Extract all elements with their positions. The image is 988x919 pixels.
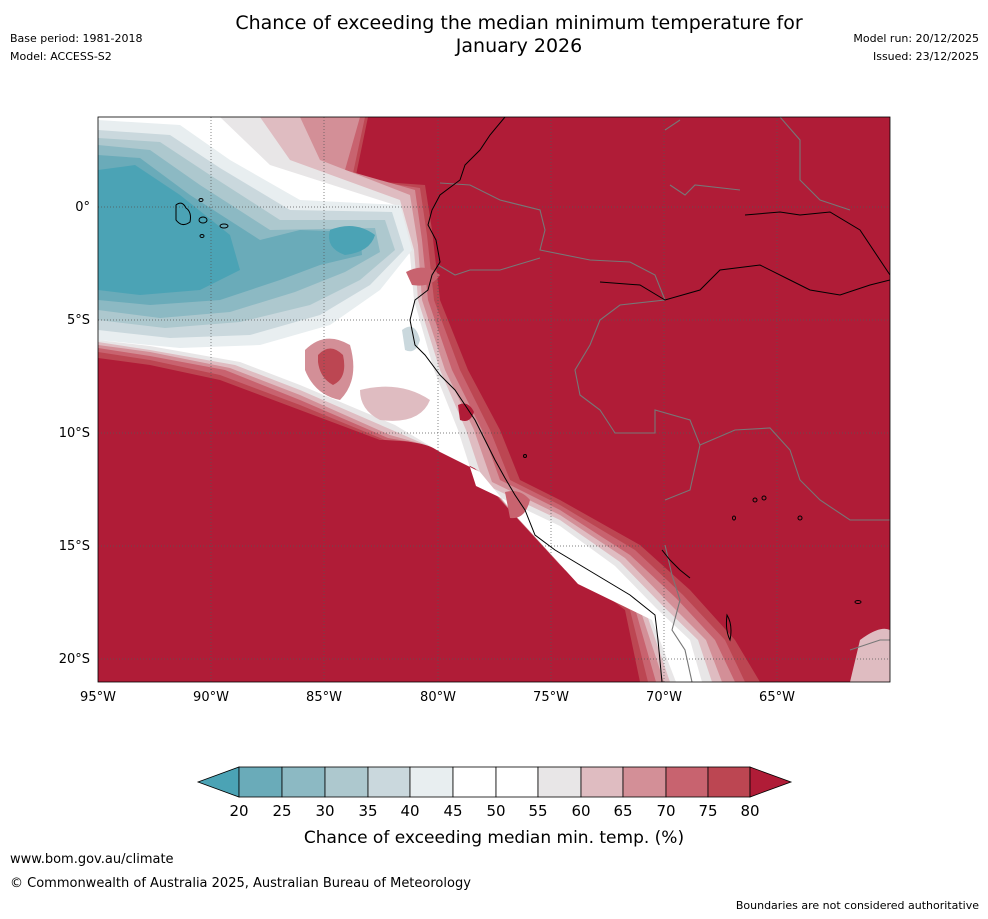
base-period: Base period: 1981-2018 xyxy=(10,32,143,45)
issued-date: Issued: 23/12/2025 xyxy=(872,50,979,63)
header-meta-left: Base period: 1981-2018 Model: ACCESS-S2 xyxy=(10,30,142,66)
lon-label: 80°W xyxy=(420,690,456,705)
patch-red-coast-n xyxy=(406,267,440,286)
colorbar-swatch xyxy=(707,766,751,798)
model-name: Model: ACCESS-S2 xyxy=(10,50,112,63)
colorbar-swatch xyxy=(537,766,582,798)
map-panel xyxy=(98,117,890,682)
footer-url: www.bom.gov.au/climate xyxy=(10,852,174,867)
lat-label: 5°S xyxy=(67,313,90,328)
colorbar-swatch xyxy=(665,766,709,798)
latitude-labels: 0° 5°S 10°S 15°S 20°S xyxy=(59,200,90,667)
colorbar-low-arrow xyxy=(196,766,240,798)
patch-red-peru xyxy=(505,491,530,519)
map-frame xyxy=(97,116,891,683)
patch-pink-coast xyxy=(360,386,430,421)
map-title: Chance of exceeding the median minimum t… xyxy=(150,12,888,58)
lat-label: 0° xyxy=(75,200,90,215)
lon-label: 70°W xyxy=(646,690,682,705)
colorbar-tick: 55 xyxy=(528,802,547,820)
lon-label: 65°W xyxy=(759,690,795,705)
title-line-1: Chance of exceeding the median minimum t… xyxy=(235,12,803,34)
colorbar-high-arrow xyxy=(749,766,793,798)
patch-red-coast-s xyxy=(458,403,474,421)
lat-label: 15°S xyxy=(59,539,90,554)
colorbar-swatch xyxy=(367,766,411,798)
colorbar-tick: 25 xyxy=(272,802,291,820)
colorbar-tick: 75 xyxy=(698,802,717,820)
colorbar-tick: 80 xyxy=(740,802,759,820)
lat-label: 20°S xyxy=(59,652,90,667)
longitude-labels: 95°W 90°W 85°W 80°W 75°W 70°W 65°W xyxy=(80,690,795,705)
colorbar-tick: 30 xyxy=(315,802,334,820)
country-boundaries xyxy=(437,117,890,682)
lon-label: 90°W xyxy=(193,690,229,705)
colorbar-swatch xyxy=(324,766,369,798)
colorbar-tick: 50 xyxy=(486,802,505,820)
colorbar-swatch xyxy=(622,766,667,798)
colorbar-tick: 35 xyxy=(358,802,377,820)
colorbar-ticks: 20 25 30 35 40 45 50 55 60 65 70 75 80 xyxy=(229,802,759,820)
colorbar-tick: 60 xyxy=(571,802,590,820)
band-20-east xyxy=(329,226,375,255)
colorbar-tick: 45 xyxy=(443,802,462,820)
colorbar-swatch xyxy=(495,766,539,798)
model-run: Model run: 20/12/2025 xyxy=(853,32,979,45)
colorbar-tick: 65 xyxy=(613,802,632,820)
colorbar-swatch xyxy=(409,766,454,798)
graticule xyxy=(98,117,890,682)
colorbar-label: Chance of exceeding median min. temp. (%… xyxy=(304,828,684,848)
title-line-2: January 2026 xyxy=(455,35,583,57)
footer-copyright: © Commonwealth of Australia 2025, Austra… xyxy=(10,876,471,891)
colorbar-swatch xyxy=(281,766,326,798)
coast-strip-pink xyxy=(850,628,890,682)
colorbar-tick: 40 xyxy=(400,802,419,820)
colorbar-swatch xyxy=(580,766,624,798)
galapagos-islands xyxy=(175,198,229,238)
lat-label: 10°S xyxy=(59,426,90,441)
colorbar-swatch xyxy=(238,766,283,798)
colorbar-swatch xyxy=(452,766,497,798)
patch-red-offshore-core xyxy=(318,348,345,385)
coastline xyxy=(409,117,890,682)
band-20 xyxy=(98,165,240,295)
footer-disclaimer: Boundaries are not considered authoritat… xyxy=(735,899,979,912)
colorbar xyxy=(196,766,793,798)
lon-label: 85°W xyxy=(306,690,342,705)
lakes xyxy=(523,454,862,642)
colorbar-tick: 20 xyxy=(229,802,248,820)
lon-label: 95°W xyxy=(80,690,116,705)
header-meta-right: Model run: 20/12/2025 Issued: 23/12/2025 xyxy=(853,30,979,66)
lon-label: 75°W xyxy=(533,690,569,705)
colorbar-tick: 70 xyxy=(656,802,675,820)
